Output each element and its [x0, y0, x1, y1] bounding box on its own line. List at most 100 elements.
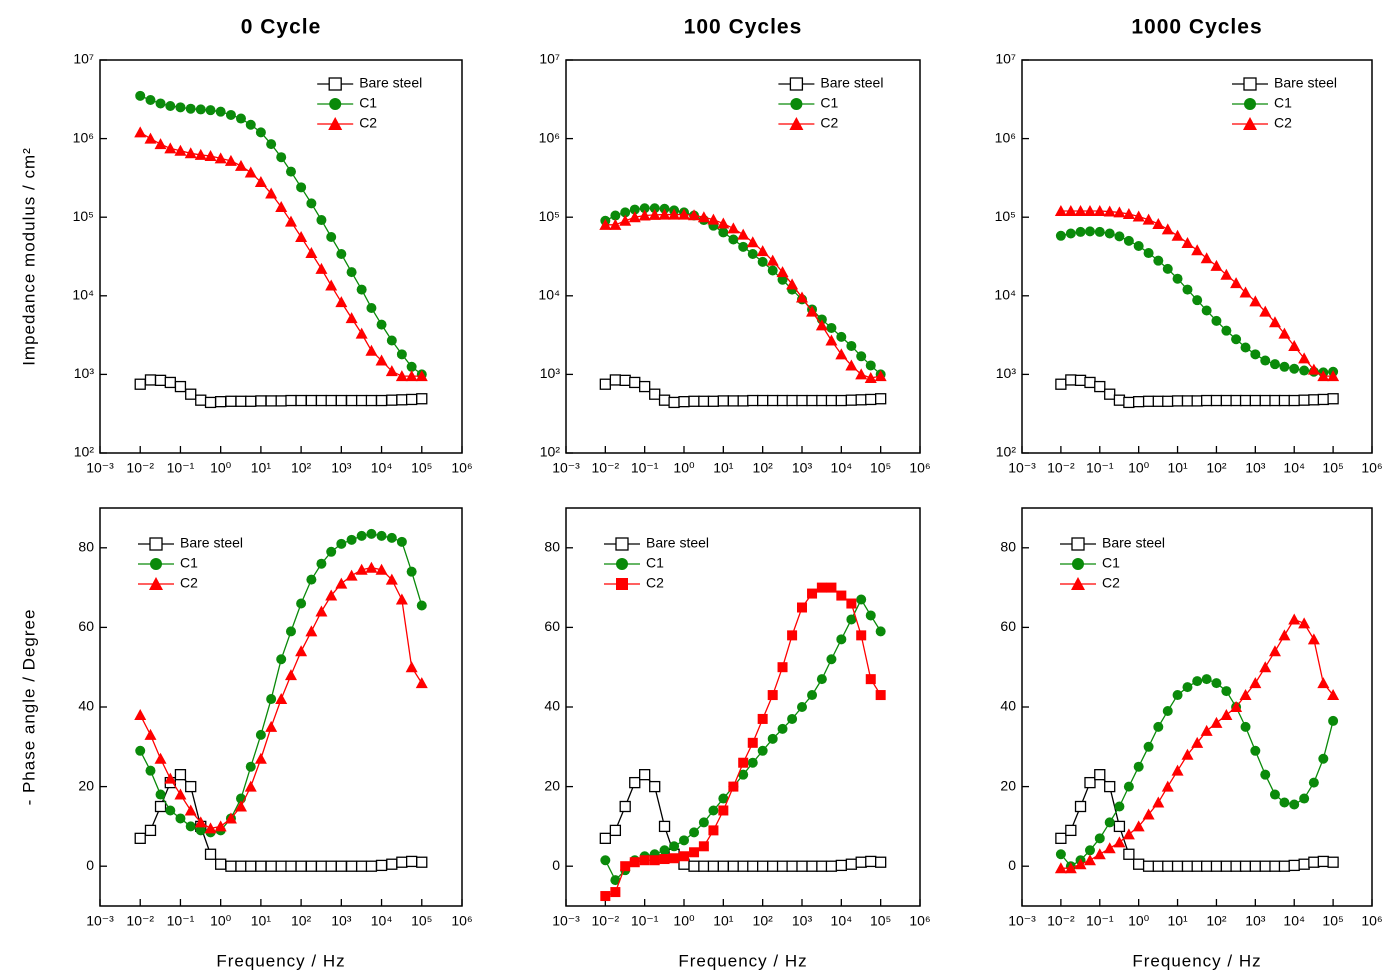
marker	[658, 394, 671, 406]
y-tick-label: 60	[544, 618, 560, 634]
marker	[365, 344, 378, 356]
x-tick-label: 10³	[792, 460, 813, 476]
marker	[698, 841, 709, 852]
marker	[356, 860, 368, 872]
marker	[386, 335, 397, 346]
marker	[365, 394, 378, 407]
x-tick-label: 10²	[1206, 913, 1227, 929]
marker	[145, 765, 156, 776]
marker	[415, 370, 428, 382]
x-tick-label: 10³	[331, 460, 352, 476]
y-axis-label: Impedance modulus / cm²	[19, 147, 38, 366]
marker	[1152, 217, 1165, 229]
plot-frame	[99, 59, 463, 454]
marker	[728, 234, 739, 245]
marker	[134, 832, 146, 844]
marker	[1074, 374, 1087, 387]
marker	[326, 231, 337, 242]
marker	[1153, 721, 1164, 732]
marker	[184, 804, 197, 816]
legend-label: Bare steel	[646, 535, 709, 551]
marker	[1308, 394, 1320, 406]
marker	[386, 394, 398, 406]
x-axis-label: Frequency / Hz	[678, 951, 807, 970]
marker	[1327, 393, 1339, 405]
marker	[1230, 701, 1243, 712]
marker	[285, 394, 297, 407]
marker	[609, 374, 622, 386]
x-tick-label: 10⁻¹	[631, 460, 659, 476]
marker	[1133, 858, 1145, 870]
marker	[1182, 284, 1193, 295]
marker	[306, 574, 317, 585]
marker	[366, 302, 377, 313]
x-tick-label: 10⁰	[673, 460, 695, 476]
marker	[285, 860, 297, 872]
y-tick-label: 80	[78, 539, 94, 555]
legend-marker	[616, 578, 628, 590]
marker	[275, 860, 287, 872]
marker	[826, 322, 837, 333]
marker	[1132, 820, 1145, 832]
marker	[255, 395, 267, 407]
marker	[1249, 677, 1262, 689]
marker	[1114, 231, 1125, 242]
legend-label: C1	[180, 555, 198, 571]
marker	[265, 720, 278, 732]
marker	[265, 395, 277, 407]
x-tick-label: 10⁰	[673, 913, 695, 929]
marker	[718, 793, 729, 804]
marker	[697, 211, 710, 223]
x-tick-label: 10¹	[713, 460, 734, 476]
marker	[767, 394, 779, 407]
marker	[1171, 395, 1184, 407]
marker	[609, 824, 622, 837]
marker	[816, 582, 827, 593]
legend-label: C1	[1274, 95, 1292, 111]
marker	[1123, 235, 1134, 246]
marker	[1288, 613, 1301, 625]
marker	[185, 103, 196, 114]
legend-marker	[149, 537, 163, 551]
marker	[786, 278, 799, 290]
y-tick-label: 20	[1000, 777, 1016, 793]
marker	[1132, 210, 1145, 222]
marker	[1142, 213, 1155, 225]
marker	[777, 274, 788, 285]
legend-marker	[329, 98, 342, 110]
x-tick-label: 10⁵	[411, 460, 432, 476]
marker	[325, 394, 337, 407]
marker	[345, 394, 358, 407]
marker	[776, 394, 789, 407]
legend-label: Bare steel	[820, 75, 883, 91]
marker	[835, 859, 847, 872]
marker	[826, 654, 837, 665]
marker	[296, 182, 307, 193]
x-tick-label: 10⁻²	[592, 913, 620, 929]
y-tick-label: 10⁵	[73, 208, 94, 224]
marker	[855, 856, 867, 868]
marker	[355, 327, 368, 339]
x-tick-label: 10⁵	[870, 460, 891, 476]
marker	[757, 713, 768, 724]
marker	[1230, 860, 1242, 872]
marker	[1094, 833, 1105, 844]
marker	[406, 361, 417, 372]
marker	[326, 546, 337, 557]
marker	[1192, 676, 1203, 687]
marker	[1278, 629, 1291, 641]
marker	[629, 857, 640, 868]
marker	[154, 752, 167, 764]
marker	[796, 860, 808, 872]
marker	[1152, 860, 1164, 872]
marker	[757, 394, 769, 407]
marker	[1181, 860, 1194, 872]
marker	[846, 340, 857, 351]
marker	[385, 573, 398, 585]
x-tick-label: 10⁵	[1322, 460, 1343, 476]
x-tick-label: 10⁴	[831, 913, 853, 929]
marker	[1278, 394, 1291, 407]
marker	[1269, 394, 1281, 407]
marker	[629, 776, 641, 789]
